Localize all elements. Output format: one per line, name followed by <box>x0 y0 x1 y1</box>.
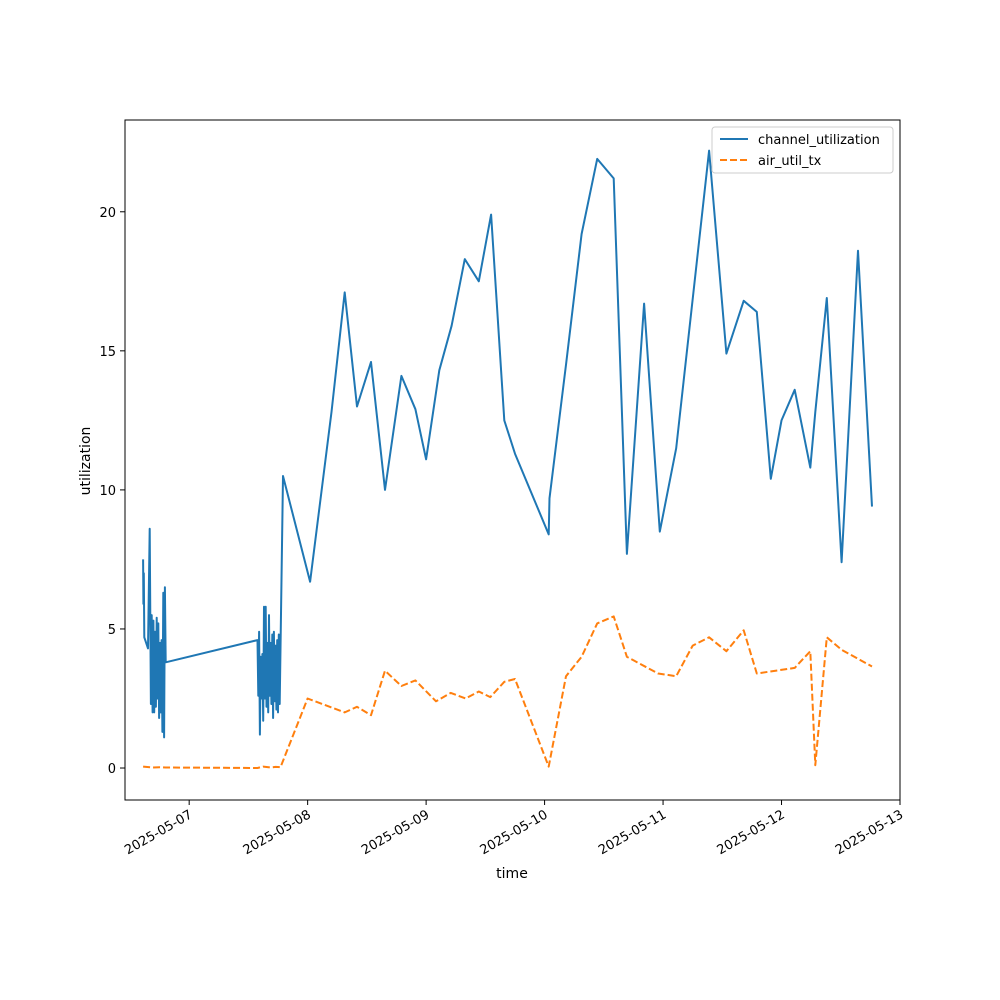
y-tick-label: 20 <box>99 206 116 221</box>
legend-frame <box>711 126 894 174</box>
y-axis: 0 5 10 15 20 <box>99 206 125 777</box>
plot-frame <box>124 119 901 801</box>
x-axis-label: time <box>496 866 528 882</box>
series-line-channel-utilization <box>142 149 873 739</box>
y-tick-label: 10 <box>99 484 116 499</box>
legend: channel_utilization air_util_tx <box>711 126 894 174</box>
y-tick-label: 5 <box>108 623 116 638</box>
series-line-air-util-tx <box>143 615 873 769</box>
legend-label-air-util-tx: air_util_tx <box>758 154 822 169</box>
legend-label-channel-utilization: channel_utilization <box>758 133 880 148</box>
y-tick-label: 15 <box>99 345 116 360</box>
y-axis-label: utilization <box>78 427 94 496</box>
y-tick-label: 0 <box>108 762 116 777</box>
series-layer <box>142 149 873 769</box>
